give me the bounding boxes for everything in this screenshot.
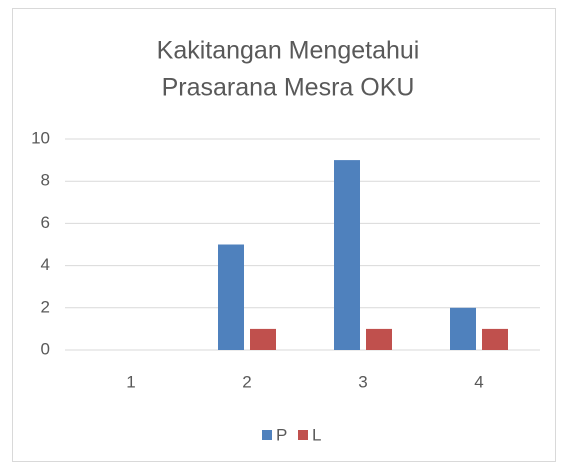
bar — [334, 160, 360, 350]
bar — [482, 328, 508, 350]
y-tick-label: 8 — [41, 171, 50, 190]
y-tick-label: 2 — [41, 297, 50, 316]
x-tick-label: 1 — [126, 372, 135, 391]
chart-title: Prasarana Mesra OKU — [162, 74, 415, 102]
legend-label: P — [276, 425, 287, 444]
y-tick-label: 0 — [41, 339, 50, 358]
legend-label: L — [312, 425, 321, 444]
x-tick-label: 2 — [242, 372, 251, 391]
bar — [450, 307, 476, 350]
y-tick-label: 4 — [41, 255, 50, 274]
x-tick-label: 4 — [474, 372, 483, 391]
bar — [218, 244, 244, 350]
y-tick-label: 6 — [41, 213, 50, 232]
legend-swatch — [298, 430, 308, 440]
chart-border — [12, 8, 556, 462]
y-tick-label: 10 — [31, 128, 50, 147]
legend-swatch — [262, 430, 272, 440]
bar — [366, 328, 392, 350]
bar — [250, 328, 276, 350]
chart-title: Kakitangan Mengetahui — [157, 37, 420, 65]
x-tick-label: 3 — [358, 372, 367, 391]
